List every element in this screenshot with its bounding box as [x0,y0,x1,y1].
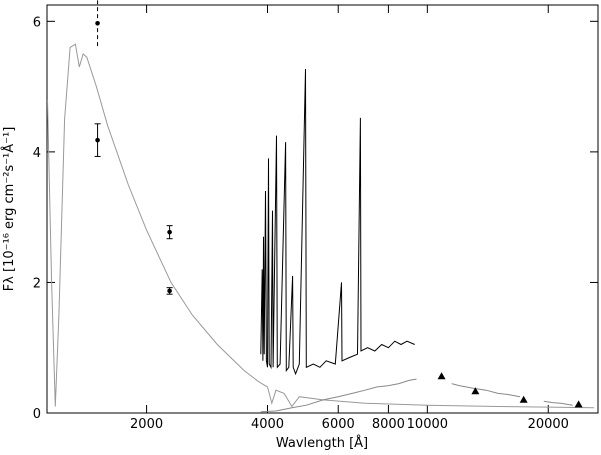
y-tick-label: 0 [33,407,41,422]
x-tick-label: 2000 [130,417,163,432]
spectrum-line [47,43,595,409]
x-tick-label: 4000 [251,417,284,432]
plot-frame [46,4,599,414]
x-tick-label: 10000 [407,417,448,432]
x-tick-label: 20000 [528,417,569,432]
data-point [167,288,172,294]
x-axis-title: Wavlength [Å] [276,435,368,451]
x-tick-label: 8000 [372,417,405,432]
spectrum-line [260,378,573,413]
triangle-point [574,400,583,408]
data-point [95,20,100,26]
triangle-point [471,387,480,395]
y-axis-title: Fλ [10⁻¹⁶ erg cm⁻²s⁻¹Å⁻¹] [1,127,17,292]
spectrum-line [260,68,415,376]
y-tick-label: 4 [33,146,41,161]
y-tick-label: 2 [33,276,41,291]
x-tick-label: 6000 [322,417,355,432]
data-point [95,137,100,143]
triangle-point [437,372,446,380]
data-point [167,229,172,235]
y-tick-label: 6 [33,15,41,30]
triangle-point [519,395,528,403]
